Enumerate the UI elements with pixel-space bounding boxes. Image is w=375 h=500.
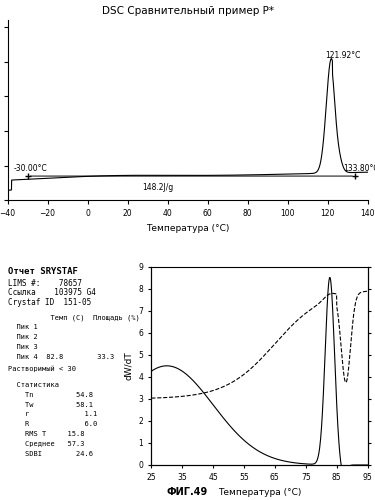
Text: RMS T     15.8: RMS T 15.8 xyxy=(8,432,84,438)
Text: Тn          54.8: Тn 54.8 xyxy=(8,392,93,398)
Text: 121.92°C: 121.92°C xyxy=(326,51,361,60)
Text: Среднее   57.3: Среднее 57.3 xyxy=(8,441,84,447)
Text: Статистика: Статистика xyxy=(8,382,59,388)
Text: Пик 4  82.8        33.3: Пик 4 82.8 33.3 xyxy=(8,354,114,360)
X-axis label: Температура (°C): Температура (°C) xyxy=(146,224,229,233)
Text: Пик 1: Пик 1 xyxy=(8,324,37,330)
Text: Crystaf ID  151-05: Crystaf ID 151-05 xyxy=(8,298,91,308)
Text: 148.2J/g: 148.2J/g xyxy=(142,183,173,192)
Y-axis label: dW/dT: dW/dT xyxy=(124,352,133,380)
Text: Ссылка    103975 G4: Ссылка 103975 G4 xyxy=(8,288,95,298)
Text: Tw          58.1: Tw 58.1 xyxy=(8,402,93,407)
Text: Темп (С)  Площадь (%): Темп (С) Площадь (%) xyxy=(8,314,139,320)
Text: -30.00°C: -30.00°C xyxy=(13,164,47,173)
Title: DSC Сравнительный пример P*: DSC Сравнительный пример P* xyxy=(102,6,273,16)
Text: r             1.1: r 1.1 xyxy=(8,412,97,418)
Text: Растворимый < 30: Растворимый < 30 xyxy=(8,366,75,372)
Text: LIMS #:    78657: LIMS #: 78657 xyxy=(8,278,81,287)
X-axis label: Температура (°C): Температура (°C) xyxy=(218,488,301,497)
Text: Пик 2: Пик 2 xyxy=(8,334,37,340)
Text: R             6.0: R 6.0 xyxy=(8,422,97,428)
Text: Отчет SRYSTAF: Отчет SRYSTAF xyxy=(8,266,77,276)
Text: 133.80°C: 133.80°C xyxy=(344,164,375,173)
Text: Пик 3: Пик 3 xyxy=(8,344,37,350)
Text: SDBI        24.6: SDBI 24.6 xyxy=(8,451,93,457)
Text: ФИГ.49: ФИГ.49 xyxy=(167,487,208,497)
